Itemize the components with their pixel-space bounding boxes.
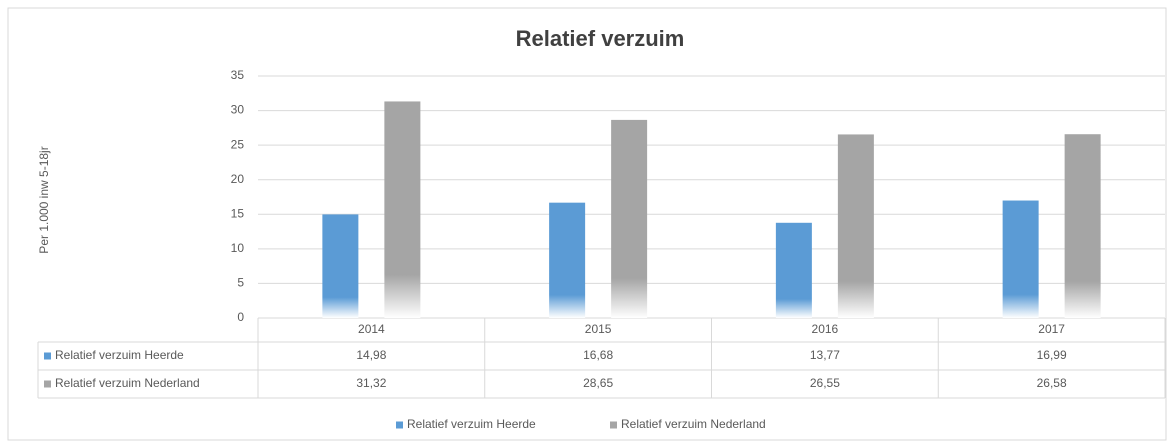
bar [384,101,421,318]
legend-key [610,421,617,429]
table-value: 31,32 [356,376,386,390]
chart-title: Relatief verzuim [516,26,685,51]
table-value: 13,77 [810,348,840,362]
bar [837,134,874,318]
y-tick-label: 10 [231,241,245,255]
bar [611,119,648,318]
table-value: 26,55 [810,376,840,390]
table-value: 14,98 [356,348,386,362]
bar [775,222,812,318]
x-tick-label: 2015 [585,322,612,336]
x-tick-label: 2016 [812,322,839,336]
table-key [44,352,51,360]
table-value: 28,65 [583,376,613,390]
y-tick-label: 0 [237,310,244,324]
table-row-label: Relatief verzuim Heerde [55,348,184,362]
x-tick-label: 2017 [1038,322,1065,336]
bar [549,202,586,318]
bar [1064,134,1101,318]
table-value: 16,99 [1037,348,1067,362]
legend-key [396,421,403,429]
y-tick-label: 30 [231,103,245,117]
y-tick-label: 35 [231,68,245,82]
bar [322,214,359,318]
x-tick-label: 2014 [358,322,385,336]
legend-label: Relatief verzuim Nederland [621,417,766,431]
table-value: 16,68 [583,348,613,362]
y-tick-label: 20 [231,172,245,186]
y-tick-label: 15 [231,206,245,220]
table-row-label: Relatief verzuim Nederland [55,376,200,390]
table-key [44,380,51,388]
y-tick-label: 5 [237,276,244,290]
bar [1002,200,1039,318]
y-axis-label: Per 1.000 inw 5-18jr [37,146,51,253]
legend-label: Relatief verzuim Heerde [407,417,536,431]
table-value: 26,58 [1037,376,1067,390]
y-tick-label: 25 [231,137,245,151]
chart-border [7,7,1167,441]
